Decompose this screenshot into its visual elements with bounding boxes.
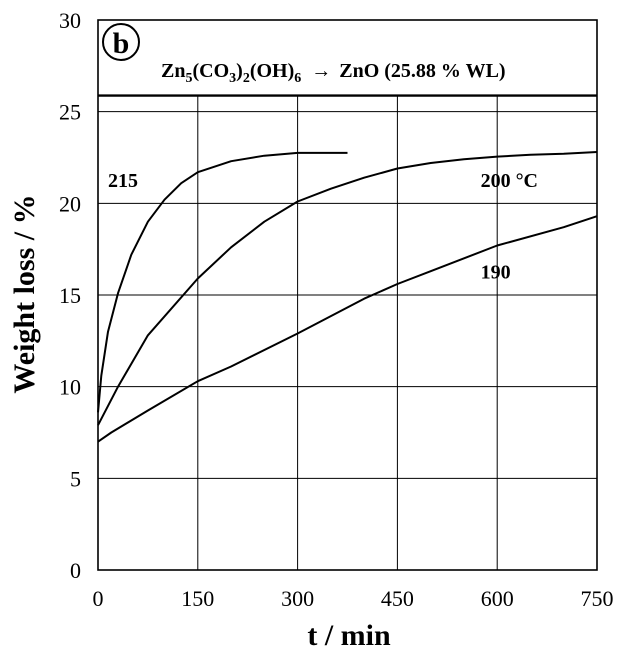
y-tick-labels: 0 5 10 15 20 25 30 xyxy=(59,8,81,583)
reaction-text: Zn5(CO3)2(OH)6 → ZnO (25.88 % WL) xyxy=(161,60,506,86)
y-tick-label: 0 xyxy=(70,558,81,583)
x-axis-title: t / min xyxy=(307,619,391,652)
y-tick-label: 20 xyxy=(59,191,81,216)
x-tick-label: 750 xyxy=(581,586,614,611)
curves xyxy=(97,151,598,443)
y-tick-label: 10 xyxy=(59,375,81,400)
y-tick-label: 5 xyxy=(70,466,81,491)
x-tick-labels: 0 150 300 450 600 750 xyxy=(93,586,614,611)
x-tick-label: 450 xyxy=(381,586,414,611)
panel-label: b xyxy=(113,27,130,60)
series-curve-2 xyxy=(97,215,598,443)
x-tick-label: 150 xyxy=(181,586,214,611)
x-tick-label: 300 xyxy=(281,586,314,611)
series-label-2: 190 xyxy=(481,262,511,284)
grid xyxy=(98,20,597,570)
series-label-1: 200 °C xyxy=(481,170,538,192)
x-tick-label: 600 xyxy=(481,586,514,611)
y-tick-label: 25 xyxy=(59,100,81,125)
annotation-background xyxy=(98,20,597,96)
y-axis-title: Weight loss / % xyxy=(8,194,41,393)
y-tick-label: 15 xyxy=(59,283,81,308)
panel-label-circle xyxy=(102,23,140,61)
x-tick-label: 0 xyxy=(93,586,104,611)
plot-frame xyxy=(97,19,598,571)
annotation-box xyxy=(98,20,597,97)
series-label-0: 215 xyxy=(108,170,138,192)
series-curve-1 xyxy=(97,151,598,426)
series-labels: 215 200 °C 190 xyxy=(108,170,538,284)
y-tick-label: 30 xyxy=(59,8,81,33)
series-curve-0 xyxy=(97,151,348,413)
